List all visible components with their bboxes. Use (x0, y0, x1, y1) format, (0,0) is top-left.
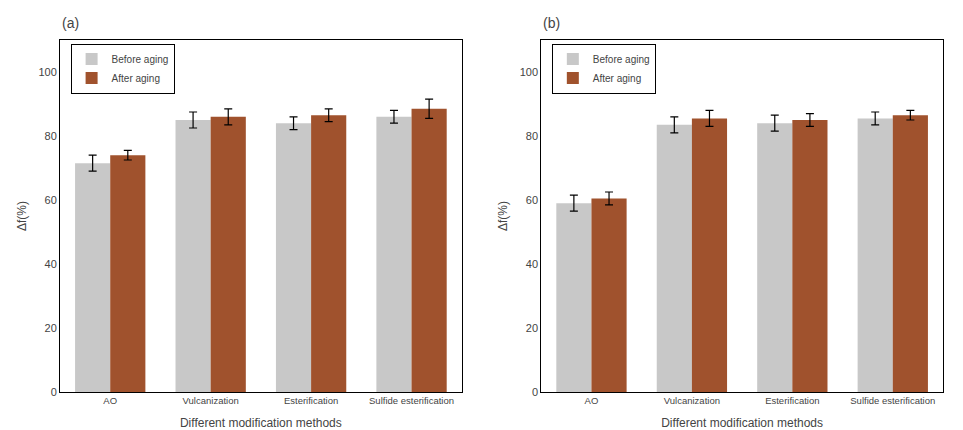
svg-text:Vulcanization: Vulcanization (664, 395, 720, 406)
svg-text:Sulfide esterification: Sulfide esterification (850, 395, 935, 406)
svg-text:100: 100 (520, 66, 538, 78)
svg-text:0: 0 (51, 386, 57, 398)
svg-text:40: 40 (526, 258, 538, 270)
svg-text:Different modification methods: Different modification methods (661, 416, 823, 430)
svg-text:60: 60 (526, 194, 538, 206)
svg-text:Before aging: Before aging (112, 54, 169, 65)
svg-text:60: 60 (45, 194, 57, 206)
svg-text:20: 20 (45, 322, 57, 334)
svg-text:After aging: After aging (112, 73, 160, 84)
svg-text:(a): (a) (62, 15, 79, 31)
svg-text:Before aging: Before aging (593, 54, 650, 65)
svg-text:80: 80 (526, 130, 538, 142)
svg-text:Δf(%): Δf(%) (15, 201, 29, 231)
svg-text:AO: AO (103, 395, 117, 406)
svg-text:Esterification: Esterification (765, 395, 819, 406)
svg-text:100: 100 (38, 66, 56, 78)
svg-text:Δf(%): Δf(%) (496, 201, 510, 231)
svg-text:80: 80 (45, 130, 57, 142)
svg-text:Sulfide esterification: Sulfide esterification (369, 395, 454, 406)
svg-text:Different modification methods: Different modification methods (180, 416, 342, 430)
svg-text:40: 40 (45, 258, 57, 270)
svg-text:20: 20 (526, 322, 538, 334)
svg-text:0: 0 (532, 386, 538, 398)
svg-text:Vulcanization: Vulcanization (183, 395, 239, 406)
svg-text:AO: AO (585, 395, 599, 406)
svg-text:(b): (b) (543, 15, 560, 31)
svg-text:After aging: After aging (593, 73, 641, 84)
svg-text:Esterification: Esterification (284, 395, 338, 406)
